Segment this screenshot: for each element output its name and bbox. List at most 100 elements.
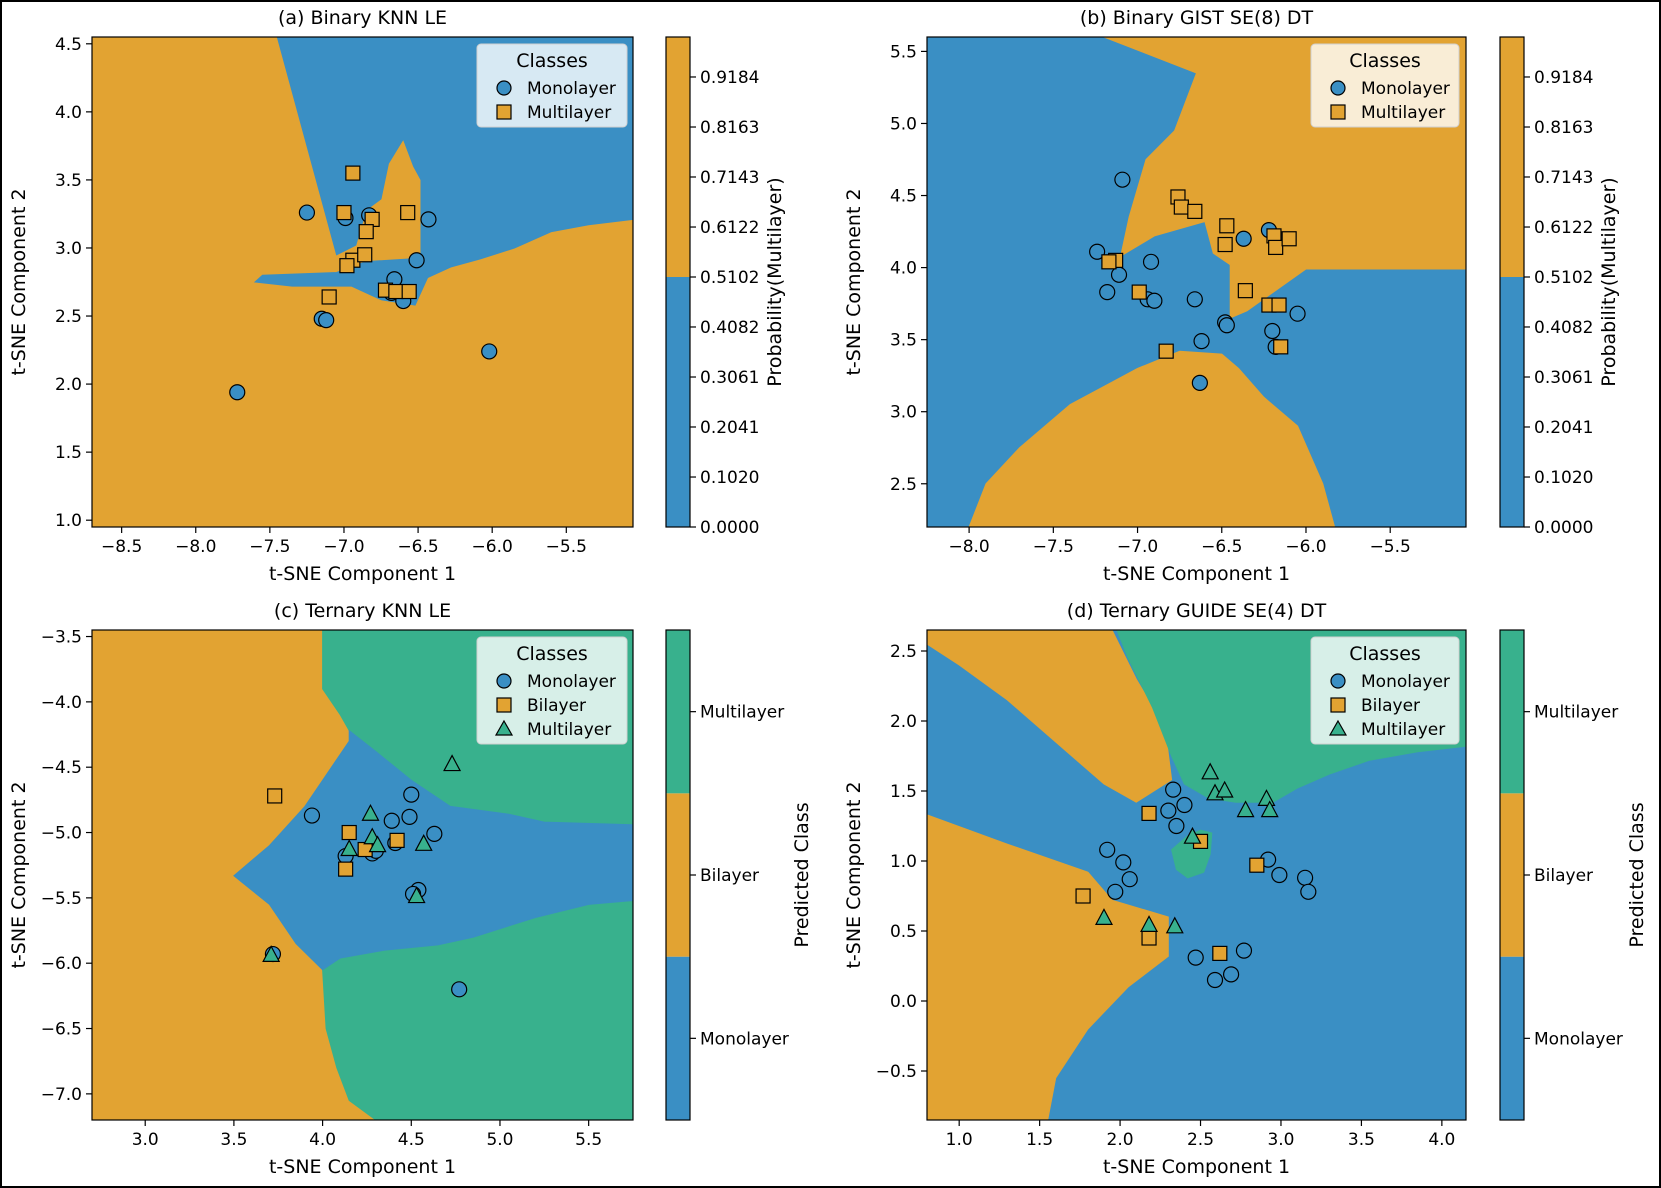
y-tick-label: −6.5 [41, 1020, 82, 1040]
x-tick-label: 2.0 [1107, 1130, 1134, 1150]
marker-monolayer [229, 384, 246, 401]
y-tick-label: 2.5 [890, 475, 917, 495]
colorbar-lower [1500, 277, 1524, 527]
legend-marker-multilayer [1330, 104, 1346, 120]
x-axis-title: t-SNE Component 1 [1103, 563, 1290, 585]
y-tick-label: 2.0 [890, 712, 917, 732]
marker-monolayer [1089, 243, 1106, 260]
marker-monolayer [1191, 374, 1208, 391]
y-tick-label: 0.5 [890, 922, 917, 942]
marker-monolayer [1107, 883, 1124, 900]
colorbar-tick-label: 0.0000 [1534, 518, 1593, 538]
legend-label: Multilayer [1361, 103, 1445, 123]
colorbar-upper [666, 37, 690, 278]
y-tick-label: 1.0 [55, 511, 82, 531]
colorbar-tick-label: 0.4082 [1534, 318, 1593, 338]
legend-marker-monolayer [1330, 80, 1346, 96]
x-tick-label: −5.5 [1370, 537, 1411, 557]
axes-frame [926, 629, 1467, 1121]
marker-multilayer [321, 289, 337, 305]
colorbar: Monolayer Bilayer Multilayer Predicted Clas… [665, 629, 813, 1121]
marker-monolayer [1121, 871, 1138, 888]
decision-region [968, 350, 1336, 527]
legend-marker-multilayer [496, 104, 512, 120]
colorbar-band [666, 956, 690, 1120]
axes-frame [91, 36, 634, 528]
x-tick-label: 3.5 [1348, 1130, 1375, 1150]
marker-bilayer [1249, 857, 1265, 873]
marker-multilayer [401, 283, 417, 300]
colorbar-tick-label: 0.3061 [700, 368, 759, 388]
y-tick-label: 2.0 [55, 375, 82, 395]
marker-multilayer [1201, 762, 1220, 780]
marker-monolayer [298, 204, 316, 221]
marker-multilayer [1217, 236, 1233, 253]
legend-marker-bilayer [496, 697, 512, 713]
marker-bilayer [1141, 930, 1157, 946]
colorbar-frame [1499, 629, 1525, 1121]
legend: Classes Monolayer Bilayer Multilayer [476, 636, 628, 745]
marker-monolayer [408, 252, 425, 269]
y-tick-label: −0.5 [876, 1062, 917, 1082]
marker-monolayer [1218, 317, 1235, 334]
colorbar-tick-label: 0.8163 [1534, 118, 1593, 138]
legend-label: Multilayer [527, 103, 611, 123]
marker-multilayer [1173, 199, 1189, 215]
legend-box [476, 636, 628, 745]
colorbar: Monolayer Bilayer Multilayer Predicted Clas… [1499, 629, 1648, 1121]
marker-multilayer [357, 247, 373, 263]
colorbar-tick-label: 0.9184 [700, 68, 759, 88]
x-tick-label: 5.5 [575, 1130, 602, 1150]
colorbar-label: Predicted Class [791, 802, 813, 947]
x-tick-label: −5.5 [546, 537, 587, 557]
x-tick-label: −7.5 [249, 537, 290, 557]
marker-monolayer [1110, 266, 1128, 283]
legend-label: Monolayer [527, 79, 616, 99]
legend-box [1310, 636, 1460, 745]
marker-monolayer [1142, 253, 1160, 270]
x-tick-label: 4.0 [309, 1130, 336, 1150]
marker-monolayer [383, 812, 400, 829]
plot-area [92, 630, 633, 1120]
marker-monolayer [1222, 966, 1240, 983]
colorbar-tick-label: 0.6122 [700, 218, 759, 238]
marker-multilayer [1140, 915, 1159, 933]
legend-label: Bilayer [527, 696, 586, 716]
x-axis-title: t-SNE Component 1 [269, 563, 456, 585]
y-tick-label: 5.0 [890, 114, 917, 134]
y-tick-label: 3.5 [890, 331, 917, 351]
colorbar-frame [1499, 36, 1525, 528]
marker-multilayer [1215, 780, 1234, 798]
panel-title: (b) Binary GIST SE(8) DT [1080, 7, 1314, 29]
legend-label: Monolayer [527, 672, 616, 692]
legend: Classes Monolayer Multilayer [1310, 43, 1460, 128]
x-tick-label: −7.5 [1033, 537, 1074, 557]
marker-multilayer [1131, 284, 1147, 300]
legend-title: Classes [516, 643, 588, 665]
marker-bilayer [341, 824, 357, 841]
colorbar-tick-label: Monolayer [1534, 1029, 1623, 1049]
panel-title: (c) Ternary KNN LE [274, 600, 451, 622]
x-axis-title: t-SNE Component 1 [269, 1156, 456, 1178]
marker-multilayer [1273, 339, 1289, 355]
marker-multilayer [1094, 908, 1113, 926]
marker-bilayer [338, 861, 354, 877]
colorbar-band [666, 630, 690, 794]
marker-multilayer [1165, 916, 1184, 934]
marker-multilayer [339, 258, 355, 274]
colorbar-band [1500, 956, 1524, 1120]
x-axis-title: t-SNE Component 1 [1103, 1156, 1290, 1178]
y-tick-label: 4.5 [55, 35, 82, 55]
legend-title: Classes [1349, 50, 1421, 72]
legend-label: Monolayer [1361, 79, 1450, 99]
y-tick-label: 4.0 [55, 103, 82, 123]
marker-monolayer [1300, 883, 1317, 900]
colorbar-label: Probability(Multilayer) [1598, 177, 1620, 386]
decision-region [927, 814, 1169, 1120]
marker-monolayer [1186, 291, 1203, 308]
marker-multilayer [1219, 218, 1235, 234]
panel-title: (d) Ternary GUIDE SE(4) DT [1067, 600, 1327, 622]
panel-3: 1.0 1.5 2.0 2.5 3.0 3.5 4.0 −0.5 0.0 0.5 1.0 1.5 2.0… [843, 600, 1648, 1178]
x-tick-label: −8.5 [101, 537, 142, 557]
x-tick-label: 5.0 [486, 1130, 513, 1150]
